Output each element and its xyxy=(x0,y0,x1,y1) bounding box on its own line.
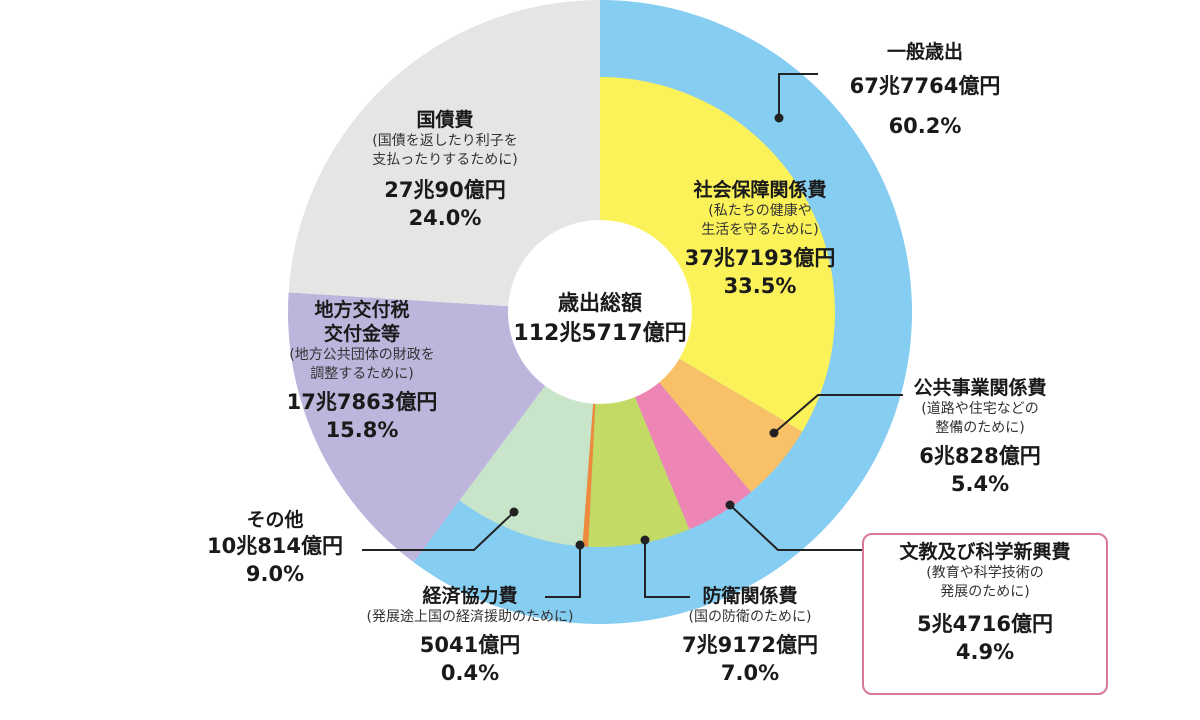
koukyou-desc-1: (道路や住宅などの xyxy=(921,401,1039,417)
kokusai-percent: 24.0% xyxy=(408,206,482,230)
bunkyou-name: 文教及び科学新興費 xyxy=(899,541,1071,563)
leader-ippan-dot xyxy=(774,113,784,123)
leader-sonota-dot xyxy=(509,507,519,517)
center-title: 歳出総額 xyxy=(558,291,642,315)
koukyou-percent: 5.4% xyxy=(950,472,1010,496)
label-bouei: 防衛関係費 (国の防衛のために) 7兆9172億円 7.0% xyxy=(660,584,840,687)
leader-keizai xyxy=(545,545,581,598)
leader-bunkyou-dot xyxy=(725,500,735,510)
sonota-name: その他 xyxy=(246,509,304,531)
koukyou-desc-2: 整備のために) xyxy=(935,420,1025,436)
shakai-amount: 37兆7193億円 xyxy=(684,246,836,270)
keizai-amount: 5041億円 xyxy=(419,633,521,657)
center-hole xyxy=(508,220,692,404)
leader-bouei xyxy=(644,540,690,598)
label-chihou: 地方交付税 交付金等 (地方公共団体の財政を 調整するために) 17兆7863億… xyxy=(262,298,462,444)
leader-koukyou-dot xyxy=(769,428,779,438)
bouei-percent: 7.0% xyxy=(720,661,780,685)
shakai-percent: 33.5% xyxy=(723,274,797,298)
kokusai-desc-1: (国債を返したり利子を xyxy=(372,133,518,149)
label-sonota: その他 10兆814億円 9.0% xyxy=(190,508,360,588)
kokusai-amount: 27兆90億円 xyxy=(384,178,506,202)
label-ippan-saishutsu: 一般歳出 67兆7764億円 60.2% xyxy=(820,40,1030,140)
leader-ippan xyxy=(778,73,818,118)
chihou-desc-2: 調整するために) xyxy=(310,366,414,382)
leader-sonota xyxy=(362,511,515,551)
center-total: 112兆5717億円 xyxy=(513,321,687,346)
ippan-amount: 67兆7764億円 xyxy=(849,74,1001,98)
leader-bunkyou xyxy=(729,504,862,551)
chihou-name: 地方交付税 交付金等 xyxy=(314,299,410,345)
label-shakai: 社会保障関係費 (私たちの健康や 生活を守るために) 37兆7193億円 33.… xyxy=(655,178,865,300)
shakai-name: 社会保障関係費 xyxy=(693,179,827,201)
bunkyou-desc-1: (教育や科学技術の xyxy=(926,565,1044,581)
keizai-name: 経済協力費 xyxy=(422,585,518,607)
bouei-desc-1: (国の防衛のために) xyxy=(688,609,812,625)
sonota-amount: 10兆814億円 xyxy=(206,534,344,558)
bouei-amount: 7兆9172億円 xyxy=(681,633,819,657)
chihou-amount: 17兆7863億円 xyxy=(286,390,438,414)
label-kokusai: 国債費 (国債を返したり利子を 支払ったりするために) 27兆90億円 24.0… xyxy=(345,108,545,232)
ippan-percent: 60.2% xyxy=(888,114,962,138)
highlight-box xyxy=(862,533,1108,695)
koukyou-amount: 6兆828億円 xyxy=(919,444,1041,468)
bouei-name: 防衛関係費 xyxy=(702,585,798,607)
label-keizai: 経済協力費 (発展途上国の経済援助のために) 5041億円 0.4% xyxy=(320,584,620,687)
chihou-percent: 15.8% xyxy=(325,418,399,442)
koukyou-name: 公共事業関係費 xyxy=(913,377,1047,399)
center-label: 歳出総額 112兆5717億円 xyxy=(495,288,705,350)
ippan-name: 一般歳出 xyxy=(886,41,963,63)
leader-koukyou xyxy=(773,394,903,434)
shakai-desc-1: (私たちの健康や xyxy=(708,203,812,219)
leader-bouei-dot xyxy=(640,535,650,545)
bunkyou-amount: 5兆4716億円 xyxy=(916,612,1054,636)
bunkyou-percent: 4.9% xyxy=(955,640,1015,664)
shakai-desc-2: 生活を守るために) xyxy=(701,222,819,238)
kokusai-name: 国債費 xyxy=(416,109,474,131)
chihou-desc-1: (地方公共団体の財政を xyxy=(289,347,435,363)
leader-keizai-dot xyxy=(575,540,585,550)
keizai-desc-1: (発展途上国の経済援助のために) xyxy=(366,609,574,625)
label-bunkyou: 文教及び科学新興費 (教育や科学技術の 発展のために) 5兆4716億円 4.9… xyxy=(870,540,1100,666)
slice-kokusai xyxy=(288,0,600,312)
sonota-percent: 9.0% xyxy=(245,562,305,586)
keizai-percent: 0.4% xyxy=(440,661,500,685)
bunkyou-desc-2: 発展のために) xyxy=(940,584,1030,600)
label-koukyou: 公共事業関係費 (道路や住宅などの 整備のために) 6兆828億円 5.4% xyxy=(880,376,1080,498)
kokusai-desc-2: 支払ったりするために) xyxy=(372,152,518,168)
